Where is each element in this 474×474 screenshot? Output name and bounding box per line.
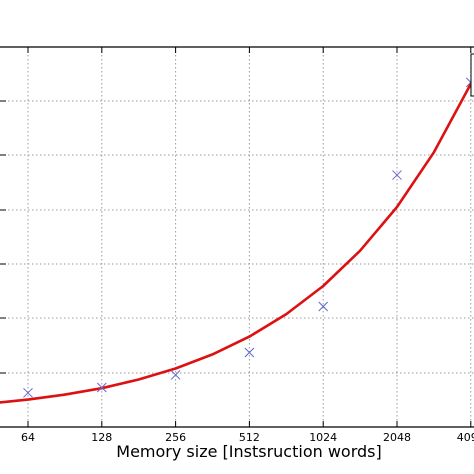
marker-stroke	[170, 370, 181, 380]
legend-box	[470, 53, 474, 97]
grid-lines	[0, 46, 474, 427]
marker-stroke	[96, 382, 107, 393]
x-axis-label: Memory size [Instsruction words]	[116, 442, 381, 461]
data-point-marker	[170, 370, 181, 380]
x-tick-label: 2048	[383, 431, 411, 444]
marker-stroke	[392, 170, 402, 180]
data-point-marker	[96, 382, 107, 393]
data-markers	[23, 77, 474, 398]
x-tick-label: 64	[21, 431, 35, 444]
marker-stroke	[318, 301, 329, 312]
fit-curve	[0, 72, 474, 404]
marker-stroke	[244, 347, 255, 358]
x-tick-label: 512	[239, 431, 260, 444]
x-tick-labels: 64 128 256 512 1024 2048 4096	[21, 431, 474, 444]
x-tick-label: 4096	[457, 431, 474, 444]
marker-stroke	[23, 387, 33, 398]
x-tick-label: 256	[165, 431, 186, 444]
data-point-marker	[392, 170, 402, 180]
x-tick-label: 1024	[309, 431, 337, 444]
x-tick-label: 128	[91, 431, 112, 444]
data-point-marker	[23, 387, 33, 398]
data-point-marker	[318, 301, 329, 312]
data-point-marker	[244, 347, 255, 358]
axes-frame	[0, 46, 474, 428]
fit-curve-layer	[0, 72, 474, 404]
